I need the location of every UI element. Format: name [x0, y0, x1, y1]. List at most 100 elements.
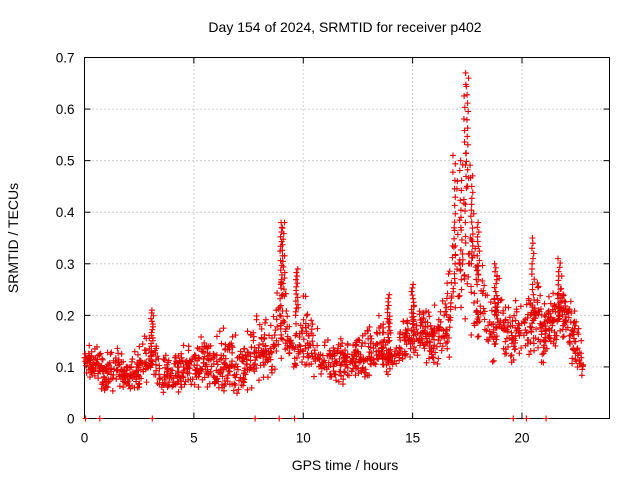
data-point	[555, 268, 562, 275]
data-point	[498, 296, 505, 303]
data-point	[492, 288, 499, 295]
data-point	[408, 306, 415, 313]
data-point	[474, 224, 481, 231]
data-point	[300, 336, 307, 343]
data-point	[200, 348, 207, 355]
data-point	[308, 330, 315, 337]
data-point	[266, 332, 273, 339]
data-point	[359, 332, 366, 339]
data-point	[275, 341, 282, 348]
data-point	[529, 320, 536, 327]
data-point	[393, 345, 400, 352]
data-point	[296, 330, 303, 337]
data-point	[423, 359, 430, 366]
data-point	[503, 335, 510, 342]
data-point	[317, 351, 324, 358]
data-point	[461, 138, 468, 145]
data-point	[463, 83, 470, 90]
data-point	[442, 340, 449, 347]
data-point	[562, 302, 569, 309]
data-point	[268, 369, 275, 376]
data-point	[91, 372, 98, 379]
data-point	[112, 359, 119, 366]
data-point	[480, 310, 487, 317]
data-point	[468, 260, 475, 267]
data-point	[244, 349, 251, 356]
data-point	[386, 313, 393, 320]
data-point	[529, 235, 536, 241]
data-point	[243, 356, 250, 363]
data-point	[516, 332, 523, 339]
data-point	[337, 372, 344, 379]
data-point	[213, 358, 220, 365]
data-point	[151, 371, 158, 378]
data-point	[541, 300, 548, 307]
data-point	[268, 349, 275, 356]
data-point	[512, 297, 519, 304]
data-point	[153, 367, 160, 374]
data-point	[181, 381, 188, 388]
data-point	[373, 348, 380, 355]
data-point	[541, 342, 548, 349]
data-point	[375, 312, 382, 319]
data-point	[286, 337, 293, 344]
data-point	[445, 270, 452, 277]
data-point	[387, 346, 394, 353]
data-point	[458, 286, 465, 293]
data-point	[474, 298, 481, 305]
data-point	[558, 285, 565, 292]
data-point	[545, 311, 552, 318]
data-point	[146, 362, 153, 369]
data-point	[293, 305, 300, 312]
data-point	[357, 358, 364, 365]
y-tick-label: 0.1	[56, 360, 75, 375]
data-point	[578, 372, 585, 379]
data-point	[496, 323, 503, 330]
data-point	[578, 337, 585, 344]
data-point	[447, 306, 454, 313]
data-point	[342, 357, 349, 364]
data-point	[464, 280, 471, 287]
data-point	[273, 307, 280, 314]
data-point	[120, 378, 127, 385]
data-point	[409, 292, 416, 299]
data-point	[220, 325, 227, 332]
data-point	[173, 373, 180, 380]
data-point	[443, 295, 450, 302]
data-point	[241, 365, 248, 372]
data-point	[164, 365, 171, 372]
data-point	[468, 289, 475, 296]
data-point	[410, 332, 417, 339]
data-point	[237, 348, 244, 355]
data-point	[251, 368, 258, 375]
data-point	[482, 292, 489, 299]
data-point	[309, 338, 316, 345]
data-point	[489, 358, 496, 365]
data-point	[383, 368, 390, 375]
data-point	[451, 185, 458, 192]
data-point	[300, 293, 307, 300]
data-point	[365, 353, 372, 360]
y-tick-label: 0.5	[56, 154, 75, 169]
data-point	[530, 317, 537, 324]
data-point	[464, 100, 471, 107]
x-tick-label: 5	[190, 431, 198, 446]
data-point	[437, 340, 444, 347]
data-point	[192, 366, 199, 373]
data-point	[401, 348, 408, 355]
data-point	[531, 296, 538, 303]
data-point	[281, 275, 288, 282]
data-point	[221, 377, 228, 384]
data-point	[268, 335, 275, 342]
data-point	[342, 354, 349, 361]
data-point	[293, 354, 300, 361]
data-point	[252, 415, 259, 422]
data-point	[304, 311, 311, 318]
data-point	[230, 387, 237, 394]
data-point	[162, 352, 169, 359]
data-point	[557, 286, 564, 293]
data-point	[280, 230, 287, 237]
data-point	[440, 333, 447, 340]
data-point	[409, 340, 416, 347]
data-point	[544, 317, 551, 324]
